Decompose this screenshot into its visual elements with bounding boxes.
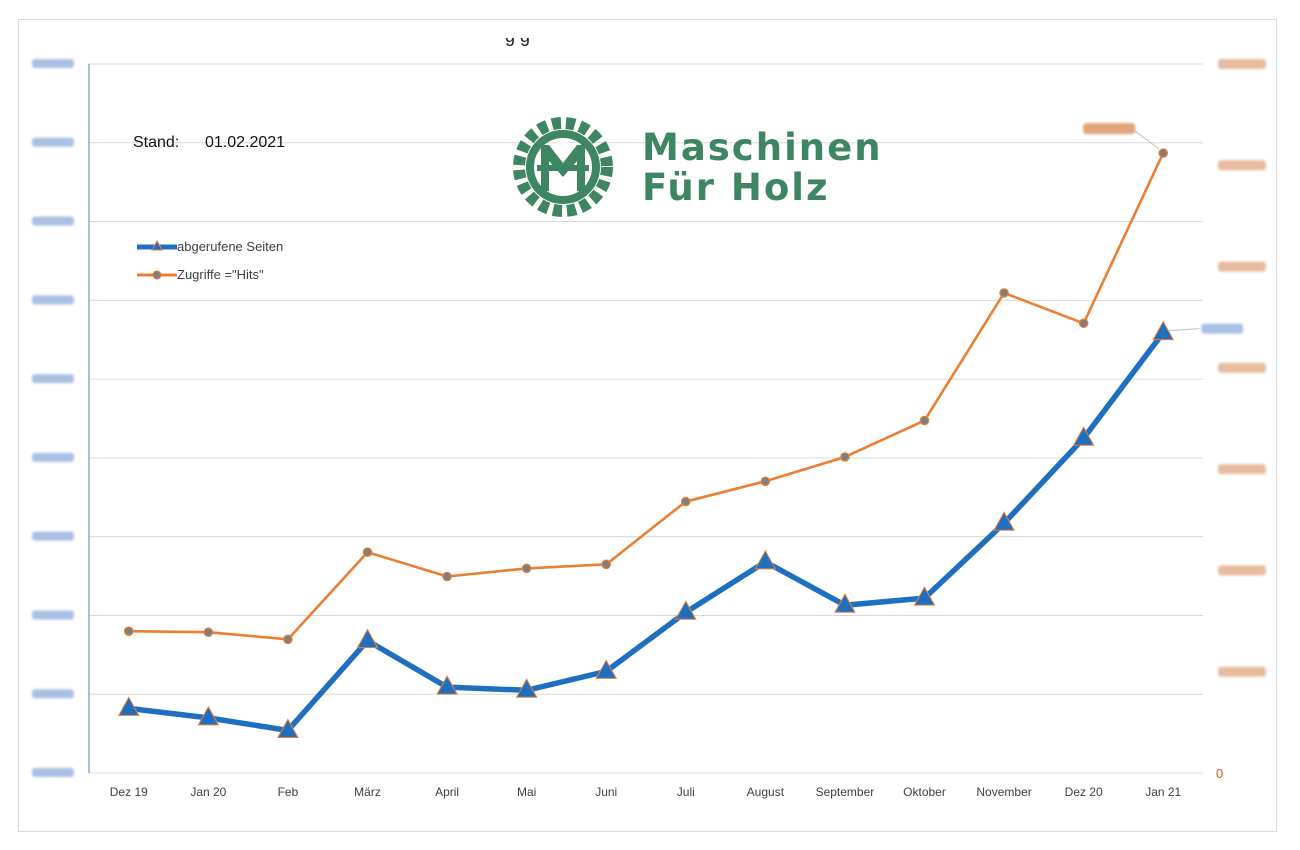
right-tick-label-blurred xyxy=(1218,261,1266,272)
series-line-hits xyxy=(128,152,1165,641)
data-point-seiten xyxy=(674,600,697,620)
left-tick-label-blurred xyxy=(32,374,74,384)
gridlines xyxy=(89,63,1203,774)
left-tick-label-blurred xyxy=(32,531,74,541)
left-tick-label-blurred xyxy=(32,610,74,620)
left-tick-label-blurred xyxy=(32,216,74,226)
data-point-hits xyxy=(1078,318,1089,329)
x-tick-label: Oktober xyxy=(903,785,946,799)
data-label-seiten-blurred xyxy=(1201,323,1244,334)
x-tick-label: Jan 20 xyxy=(190,785,226,799)
right-tick-label-blurred xyxy=(1218,362,1266,373)
left-tick-label-blurred xyxy=(32,137,74,147)
logo-line-1: Maschinen xyxy=(642,126,883,169)
x-tick-label: Juli xyxy=(677,785,695,799)
data-point-seiten xyxy=(197,705,220,726)
x-tick-label: Jan 21 xyxy=(1145,785,1181,799)
data-point-seiten xyxy=(1072,426,1095,446)
right-tick-label-blurred xyxy=(1218,464,1266,475)
data-point-seiten xyxy=(277,718,299,738)
data-point-hits xyxy=(123,626,134,636)
data-point-seiten xyxy=(117,696,140,716)
right-tick-label-zero: 0 xyxy=(1216,766,1223,781)
logo-wordmark: Maschinen Für Holz xyxy=(642,126,883,210)
data-point-hits xyxy=(283,634,293,645)
right-tick-label-blurred xyxy=(1218,565,1266,576)
legend-circle-line-icon xyxy=(137,270,177,280)
data-label-leader-seiten xyxy=(1169,328,1200,332)
data-point-hits xyxy=(760,476,771,487)
x-tick-label: April xyxy=(435,785,459,799)
stand-date: 01.02.2021 xyxy=(205,134,286,151)
data-point-seiten xyxy=(913,586,936,606)
legend-label-seiten: abgerufene Seiten xyxy=(177,239,284,254)
logo-line-2: Für Holz xyxy=(642,166,830,209)
x-tick-label: Juni xyxy=(595,785,617,799)
data-point-hits xyxy=(919,415,930,426)
data-label-hits-blurred xyxy=(1083,123,1136,135)
data-point-hits xyxy=(521,563,532,574)
data-point-hits xyxy=(999,288,1009,298)
data-point-seiten xyxy=(754,549,777,570)
chart-title-fragment: g g xyxy=(505,38,575,58)
data-point-hits xyxy=(1158,148,1169,158)
company-logo: Maschinen Für Holz xyxy=(508,112,898,224)
data-point-hits xyxy=(442,571,452,582)
right-tick-label-blurred xyxy=(1218,59,1266,69)
data-point-seiten xyxy=(595,659,618,679)
data-point-seiten xyxy=(993,511,1015,531)
x-tick-label: Dez 20 xyxy=(1065,785,1103,799)
left-tick-label-blurred xyxy=(32,59,74,68)
data-point-hits xyxy=(601,559,612,570)
left-tick-label-blurred xyxy=(32,689,74,699)
data-point-seiten xyxy=(436,675,458,695)
left-tick-label-blurred xyxy=(32,295,74,305)
data-point-hits xyxy=(840,452,850,462)
x-tick-label: Dez 19 xyxy=(110,785,148,799)
data-point-seiten xyxy=(834,593,856,613)
x-tick-label: August xyxy=(747,785,785,799)
series-line-seiten xyxy=(128,330,1166,734)
chart-frame xyxy=(18,19,1277,832)
right-tick-label-blurred xyxy=(1218,666,1266,677)
x-tick-label: November xyxy=(976,785,1031,799)
x-tick-label: Mai xyxy=(517,785,536,799)
x-tick-label: September xyxy=(816,785,875,799)
x-tick-label: März xyxy=(354,785,381,799)
x-tick-label: Feb xyxy=(278,785,299,799)
left-tick-label-blurred xyxy=(32,452,74,462)
stand-label: Stand: xyxy=(133,134,180,151)
right-tick-label-blurred xyxy=(1218,160,1266,171)
data-point-seiten xyxy=(356,628,379,649)
data-label-leader-hits xyxy=(1134,130,1160,150)
legend-triangle-line-icon xyxy=(137,239,177,251)
left-tick-label-blurred xyxy=(32,768,74,777)
data-point-seiten xyxy=(1152,320,1175,341)
stand-annotation: Stand: 01.02.2021 xyxy=(133,134,285,152)
data-point-seiten xyxy=(515,678,538,698)
legend-label-hits: Zugriffe ="Hits" xyxy=(177,267,264,282)
labels-layer: 0 Dez 19 Jan 20 Feb März April Mai Juni Juli Augu… xyxy=(32,59,1266,799)
data-point-hits xyxy=(362,547,373,557)
data-point-hits xyxy=(680,496,691,507)
data-point-hits xyxy=(203,627,214,638)
gear-logo-icon xyxy=(513,117,613,217)
series-layer xyxy=(117,148,1175,738)
